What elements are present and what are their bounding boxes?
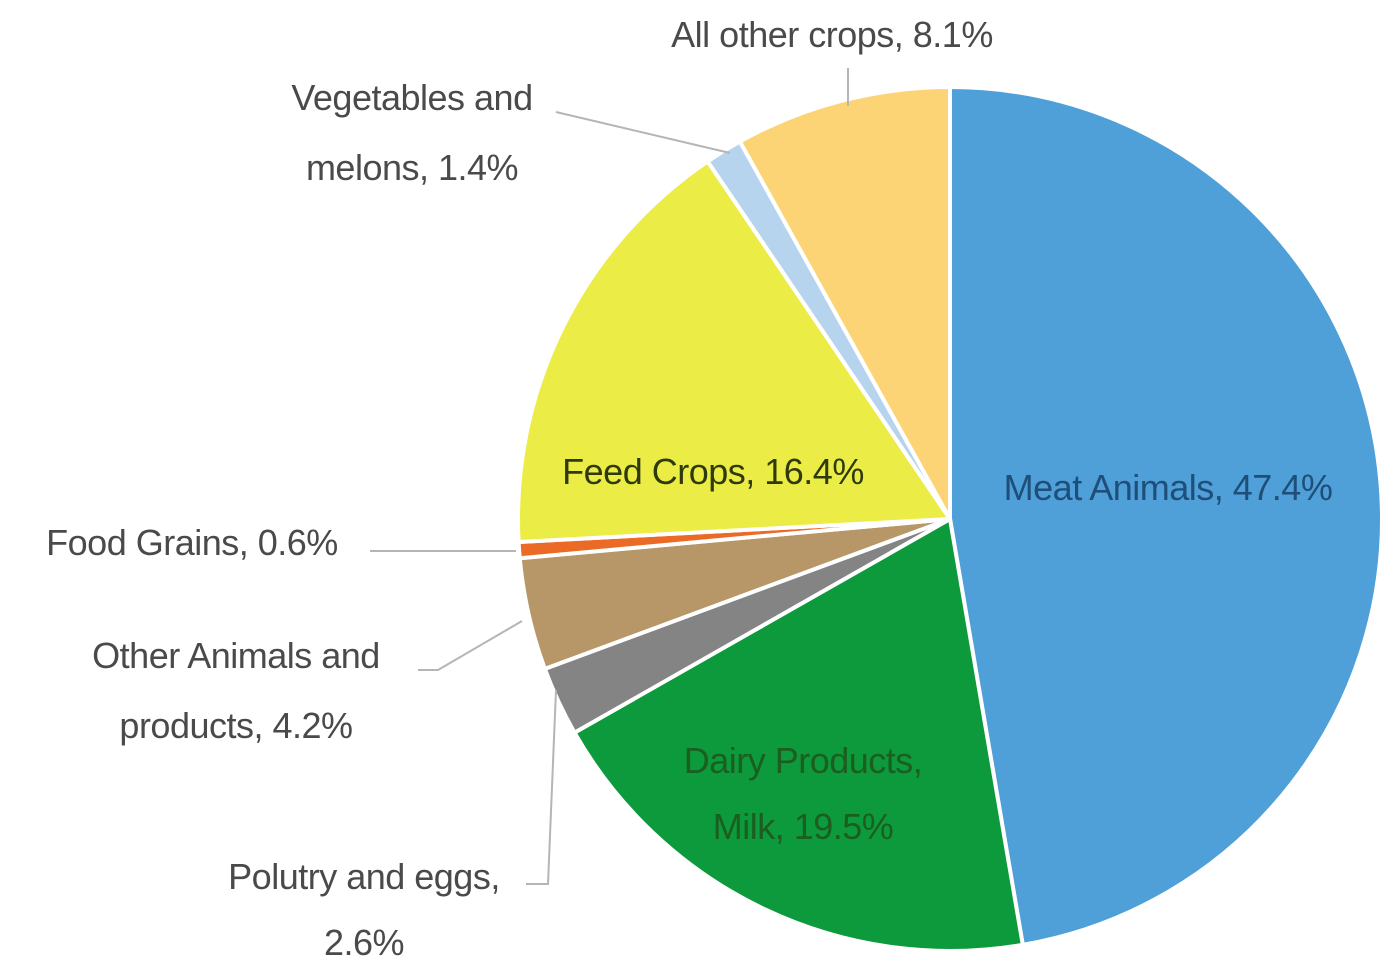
label-vegetables-line1: Vegetables and [291,77,532,118]
leader-vegetables [555,111,731,154]
pie-slice-all-other-crops [737,85,952,521]
label-other-animals-line2: products, 4.2% [119,705,352,746]
label-feed-crops: Feed Crops, 16.4% [562,451,864,492]
pie-slice-dairy-products-milk [572,517,1025,953]
label-vegetables-line2: melons, 1.4% [306,147,518,188]
leader-poultry [526,689,557,885]
leader-lines [370,68,849,885]
leader-other-animals [418,620,523,671]
label-dairy-line2: Milk, 19.5% [713,806,894,847]
pie-slice-meat-animals [948,85,1384,947]
label-food-grains: Food Grains, 0.6% [46,522,338,563]
label-all-other-crops: All other crops, 8.1% [671,14,993,55]
label-poultry-line1: Polutry and eggs, [228,856,500,897]
label-poultry-line2: 2.6% [324,922,404,963]
pie-slice-feed-crops [516,159,952,545]
label-other-animals-line1: Other Animals and [92,635,380,676]
label-dairy-line1: Dairy Products, [684,740,923,781]
slices-layer [516,85,1384,953]
label-meat-animals: Meat Animals, 47.4% [1004,467,1333,508]
